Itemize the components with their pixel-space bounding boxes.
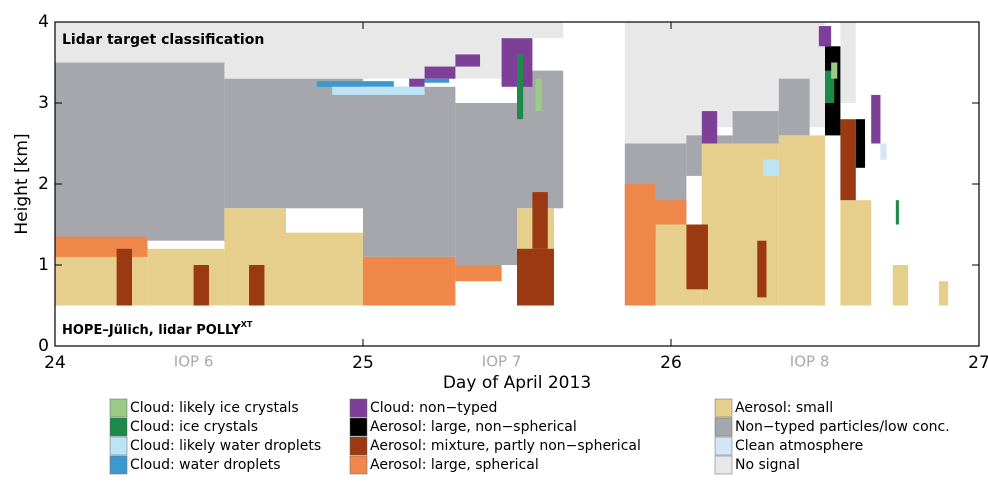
class-region	[855, 119, 866, 168]
class-region	[732, 111, 779, 144]
class-region	[938, 281, 949, 306]
legend-label: Aerosol: mixture, partly non−spherical	[370, 438, 641, 454]
class-region	[778, 78, 810, 136]
class-region	[286, 232, 363, 306]
class-region	[624, 184, 656, 306]
class-region	[840, 22, 856, 103]
x-tick-label: 24	[44, 353, 66, 373]
legend-label: Aerosol: large, non−spherical	[370, 419, 577, 435]
x-axis-label: Day of April 2013	[443, 373, 591, 393]
class-region	[535, 78, 542, 112]
legend-label: Clean atmosphere	[735, 438, 863, 454]
class-region	[424, 78, 450, 83]
class-region	[455, 103, 517, 265]
legend-swatch	[109, 398, 128, 418]
class-region	[517, 54, 524, 120]
class-region	[455, 265, 502, 282]
y-tick-label: 2	[38, 174, 49, 194]
y-axis-label: Height [km]	[12, 133, 32, 234]
legend-swatch	[714, 417, 733, 437]
legend-swatch	[714, 398, 733, 418]
class-region	[147, 248, 225, 306]
class-region	[871, 94, 881, 144]
class-region	[517, 248, 554, 306]
class-region	[840, 200, 872, 306]
legend-label: Cloud: water droplets	[130, 457, 281, 473]
legend-swatch	[349, 455, 368, 475]
x-tick-label: 26	[660, 353, 682, 373]
x-tick-label: 25	[352, 353, 374, 373]
chart-title: Lidar target classification	[62, 32, 264, 48]
class-region	[55, 62, 225, 241]
class-region	[880, 143, 887, 160]
class-region	[840, 119, 856, 201]
class-region	[193, 265, 209, 306]
class-region	[424, 66, 456, 79]
legend-swatch	[109, 417, 128, 437]
iop-label: IOP 8	[790, 353, 830, 371]
x-tick-label: 27	[968, 353, 988, 373]
legend-swatch	[349, 436, 368, 456]
class-region	[892, 265, 909, 306]
legend-label: Non−typed particles/low conc.	[735, 419, 950, 435]
legend-swatch	[714, 436, 733, 456]
class-region	[363, 256, 456, 306]
class-region	[316, 81, 394, 87]
legend-swatch	[349, 417, 368, 437]
class-region	[831, 62, 838, 79]
class-region	[224, 78, 363, 209]
class-region	[363, 86, 456, 257]
class-region	[249, 265, 265, 306]
legend-label: Cloud: non−typed	[370, 400, 497, 416]
y-tick-label: 3	[38, 93, 49, 113]
station-label: HOPE–Jülich, lidar POLLYXT	[62, 320, 253, 338]
y-tick-label: 0	[38, 336, 49, 356]
legend-label: Aerosol: small	[735, 400, 833, 416]
class-region	[517, 22, 564, 39]
legend-swatch	[109, 436, 128, 456]
legend-label: Aerosol: large, spherical	[370, 457, 539, 473]
legend-swatch	[349, 398, 368, 418]
legend-label: Cloud: likely ice crystals	[130, 400, 299, 416]
legend-label: Cloud: likely water droplets	[130, 438, 321, 454]
legend-swatch	[714, 455, 733, 475]
class-region	[532, 192, 548, 249]
class-region	[686, 224, 708, 290]
station-text: HOPE–Jülich, lidar POLLY	[62, 323, 241, 338]
class-region	[701, 111, 718, 144]
class-region	[655, 200, 687, 225]
class-region	[332, 86, 425, 95]
station-sup: XT	[241, 320, 253, 329]
class-region	[778, 135, 825, 306]
class-region	[757, 240, 767, 298]
class-region	[895, 200, 899, 225]
iop-label: IOP 6	[174, 353, 214, 371]
class-region	[455, 54, 481, 67]
class-region	[763, 159, 779, 176]
class-region	[55, 236, 148, 257]
legend-label: No signal	[735, 457, 800, 473]
legend-swatch	[109, 455, 128, 475]
class-region	[409, 78, 425, 87]
class-region	[825, 70, 835, 103]
class-region	[116, 248, 132, 306]
y-tick-label: 4	[38, 12, 49, 32]
y-tick-label: 1	[38, 255, 49, 275]
class-region	[624, 22, 702, 144]
legend-label: Cloud: ice crystals	[130, 419, 258, 435]
iop-label: IOP 7	[482, 353, 522, 371]
plot-area	[55, 22, 949, 306]
class-region	[818, 26, 832, 47]
